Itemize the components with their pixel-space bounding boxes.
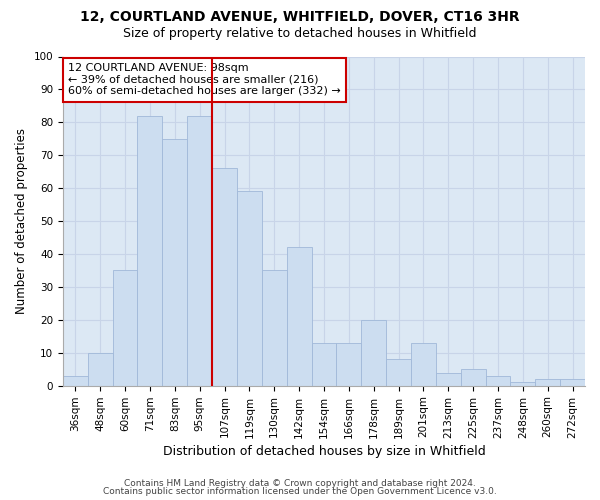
Bar (163, 139, 187, 386)
X-axis label: Distribution of detached houses by size in Whitfield: Distribution of detached houses by size … (163, 444, 485, 458)
Bar (137, 116, 163, 386)
Bar (511, 382, 535, 386)
Text: 12 COURTLAND AVENUE: 98sqm
← 39% of detached houses are smaller (216)
60% of sem: 12 COURTLAND AVENUE: 98sqm ← 39% of deta… (68, 63, 341, 96)
Bar (535, 379, 560, 386)
Bar (311, 343, 337, 386)
Bar (485, 376, 511, 386)
Bar (212, 168, 237, 386)
Bar (436, 372, 461, 386)
Bar (63, 376, 88, 386)
Text: 12, COURTLAND AVENUE, WHITFIELD, DOVER, CT16 3HR: 12, COURTLAND AVENUE, WHITFIELD, DOVER, … (80, 10, 520, 24)
Bar (411, 343, 436, 386)
Bar (337, 343, 361, 386)
Bar (560, 379, 585, 386)
Bar (88, 353, 113, 386)
Bar (113, 270, 137, 386)
Bar (237, 192, 262, 386)
Bar (262, 270, 287, 386)
Text: Contains public sector information licensed under the Open Government Licence v3: Contains public sector information licen… (103, 487, 497, 496)
Y-axis label: Number of detached properties: Number of detached properties (15, 128, 28, 314)
Text: Size of property relative to detached houses in Whitfield: Size of property relative to detached ho… (123, 28, 477, 40)
Bar (361, 320, 386, 386)
Bar (287, 248, 311, 386)
Text: Contains HM Land Registry data © Crown copyright and database right 2024.: Contains HM Land Registry data © Crown c… (124, 478, 476, 488)
Bar (386, 360, 411, 386)
Bar (187, 116, 212, 386)
Bar (461, 369, 485, 386)
